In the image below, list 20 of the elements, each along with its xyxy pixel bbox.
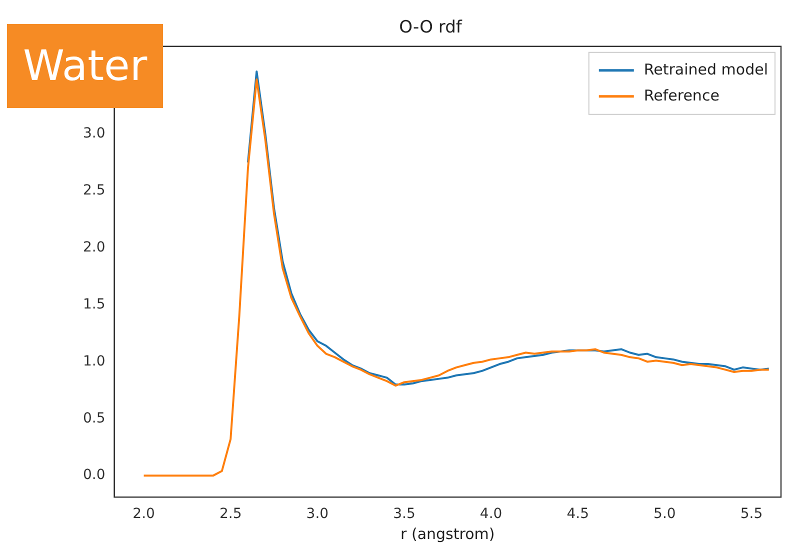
x-tick-label: 4.0 bbox=[480, 506, 502, 522]
x-tick-label: 3.5 bbox=[393, 506, 416, 522]
x-tick-label: 3.0 bbox=[306, 506, 329, 522]
y-tick-label: 2.5 bbox=[83, 182, 106, 199]
chart-title: O-O rdf bbox=[399, 18, 463, 38]
x-tick-label: 2.5 bbox=[219, 506, 242, 522]
y-tick-label: 0.0 bbox=[83, 467, 106, 484]
y-tick-label: 1.0 bbox=[83, 353, 106, 370]
x-axis-title: r (angstrom) bbox=[400, 524, 495, 543]
x-tick-label: 2.0 bbox=[132, 506, 155, 522]
y-tick-label: 2.0 bbox=[83, 240, 106, 256]
y-tick-label: 1.5 bbox=[83, 296, 106, 312]
y-tick-label: 3.0 bbox=[83, 126, 106, 142]
legend-label: Reference bbox=[644, 86, 720, 104]
y-tick-label: 0.5 bbox=[83, 410, 106, 426]
x-tick-label: 5.5 bbox=[740, 506, 763, 522]
x-tick-label: 4.5 bbox=[566, 506, 589, 522]
x-tick-label: 5.0 bbox=[654, 506, 676, 522]
legend-label: Retrained model bbox=[644, 60, 768, 78]
annotation: Water bbox=[7, 24, 164, 108]
